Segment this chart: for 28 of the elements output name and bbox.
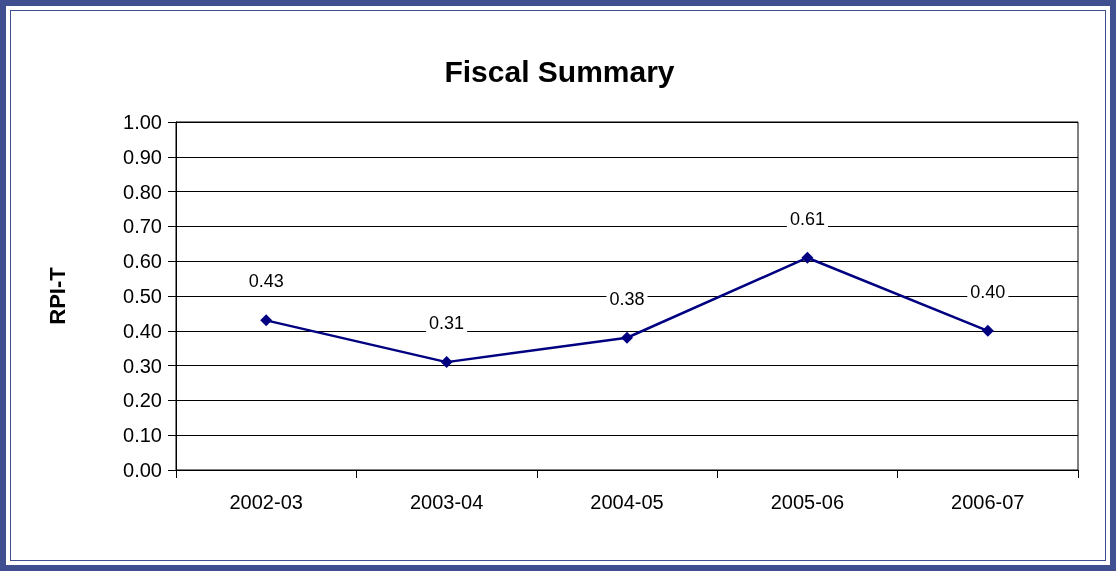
x-tick-label: 2006-07 (951, 491, 1025, 513)
y-tick-label: 0.50 (123, 285, 162, 307)
y-tick-label: 0.10 (123, 424, 162, 447)
x-tick-label: 2005-06 (770, 491, 845, 513)
x-tick-label: 2004-05 (590, 491, 664, 513)
x-tick-label: 2002-03 (229, 491, 303, 513)
y-tick-label: 0.00 (123, 459, 162, 481)
y-tick-label: 0.40 (123, 319, 162, 342)
data-label: 0.40 (970, 281, 1006, 302)
point (621, 331, 633, 344)
y-tick-label: 0.60 (123, 250, 162, 273)
point (440, 356, 453, 369)
data-label: 0.38 (609, 288, 645, 309)
y-tick-label: 0.30 (123, 354, 162, 377)
point (801, 251, 814, 264)
point (981, 324, 994, 337)
x-tick-label: 2003-04 (409, 491, 484, 513)
y-tick-label: 0.90 (123, 145, 162, 168)
y-tick-label: 0.70 (123, 215, 162, 238)
data-label: 0.43 (248, 271, 284, 292)
y-tick-label: 0.80 (123, 180, 162, 203)
chart-title: Fiscal Summary (444, 54, 675, 88)
y-tick-label: 1.00 (123, 111, 162, 133)
y-axis-title: RPI-T (44, 266, 70, 325)
y-tick-label: 0.20 (123, 389, 162, 412)
data-label: 0.31 (429, 313, 465, 334)
point (260, 314, 273, 327)
data-label: 0.61 (789, 208, 825, 229)
